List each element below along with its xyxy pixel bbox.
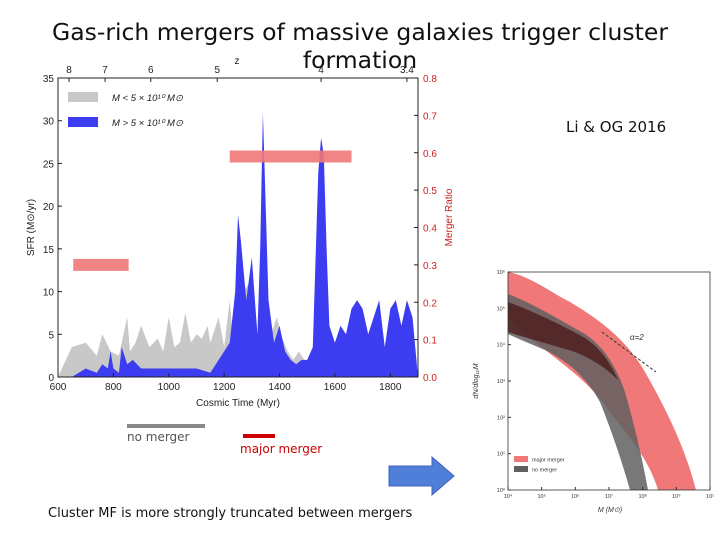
right-arrow-icon xyxy=(388,456,455,496)
cluster-mass-function-chart: α=2 10⁴ 10⁵ 10⁶ 10⁷ 10⁸ 10⁹ 10¹ 10⁰ 10¹ 10² 10³ 10⁴ 1… xyxy=(473,269,714,514)
y2-tick-label: 0.7 xyxy=(423,111,437,122)
inset-y-tick-label: 10³ xyxy=(497,379,505,385)
y2-tick-label: 0.0 xyxy=(423,373,437,384)
inset-x-axis-label: M (M⊙) xyxy=(598,507,622,514)
x-tick-label: 1400 xyxy=(268,382,291,393)
inset-legend-swatch xyxy=(514,466,528,472)
y2-tick-label: 0.1 xyxy=(423,336,437,347)
x-tick-label: 1600 xyxy=(324,382,347,393)
y-tick-label: 5 xyxy=(48,330,54,341)
y-tick-label: 25 xyxy=(43,159,55,170)
inset-y-tick-label: 10¹ xyxy=(497,452,505,458)
top-tick-label: 6 xyxy=(148,65,154,76)
y-axis-label: SFR (M⊙/yr) xyxy=(26,199,37,256)
legend-swatch xyxy=(68,92,98,102)
inset-legend-label: major merger xyxy=(532,458,565,464)
inset-x-tick-label: 10⁸ xyxy=(638,493,646,500)
merger-ratio-bar xyxy=(73,258,129,271)
inset-y-tick-label: 10⁴ xyxy=(497,342,506,349)
x-tick-label: 1000 xyxy=(158,382,181,393)
y-tick-label: 10 xyxy=(43,288,55,299)
merger-ratio-bar xyxy=(229,150,352,163)
y-tick-label: 35 xyxy=(43,74,55,85)
y2-tick-label: 0.3 xyxy=(423,261,437,272)
inset-x-tick-label: 10¹ xyxy=(706,494,714,500)
inset-legend-label: no merger xyxy=(532,468,557,474)
y2-tick-label: 0.4 xyxy=(423,224,437,235)
major-merger-note: major merger xyxy=(240,442,323,456)
legend-label: M > 5 × 10¹⁰ M⊙ xyxy=(112,118,183,129)
inset-y-tick-label: 10⁰ xyxy=(497,487,506,494)
y2-tick-label: 0.8 xyxy=(423,74,437,85)
top-tick-label: 7 xyxy=(102,65,108,76)
slope-reference-line xyxy=(601,331,657,373)
slide-title: Gas-rich mergers of massive galaxies tri… xyxy=(51,18,669,74)
inset-x-tick-label: 10⁴ xyxy=(504,493,513,500)
main-chart-plot: 0 5 10 15 20 25 30 35 600 800 1000 1200 1400 1600 1800… xyxy=(26,56,455,409)
inset-legend-swatch xyxy=(514,456,528,462)
inset-y-tick-label: 10² xyxy=(497,415,505,421)
overlap-band xyxy=(508,302,618,380)
no-merger-swatch xyxy=(127,424,205,428)
series-high-mass-area xyxy=(58,112,418,377)
inset-y-tick-label: 10⁵ xyxy=(497,305,505,312)
top-axis-label: z xyxy=(235,56,240,67)
y-tick-label: 15 xyxy=(43,245,55,256)
y-tick-label: 0 xyxy=(48,373,54,384)
y2-axis-label: Merger Ratio xyxy=(444,188,455,246)
x-tick-label: 1800 xyxy=(379,382,402,393)
sfr-chart: 0 5 10 15 20 25 30 35 600 800 1000 1200 1400 1600 1800… xyxy=(26,56,455,409)
top-tick-label: 5 xyxy=(214,65,220,76)
x-tick-label: 800 xyxy=(105,382,122,393)
no-merger-band xyxy=(508,294,648,490)
x-tick-label: 1200 xyxy=(213,382,236,393)
y2-tick-label: 0.2 xyxy=(423,298,437,309)
inset-x-tick-label: 10⁶ xyxy=(571,493,579,500)
top-tick-label: 4 xyxy=(318,65,324,76)
inset-y-axis-label: dN/dlog₁₀M xyxy=(473,363,480,398)
legend-label: M < 5 × 10¹⁰ M⊙ xyxy=(112,93,183,104)
y2-tick-label: 0.6 xyxy=(423,149,437,160)
top-tick-label: 8 xyxy=(66,65,72,76)
inset-x-tick-label: 10⁹ xyxy=(672,493,680,500)
y2-tick-label: 0.5 xyxy=(423,186,437,197)
x-axis-label: Cosmic Time (Myr) xyxy=(196,398,280,409)
legend-swatch xyxy=(68,117,98,127)
citation-label: Li & OG 2016 xyxy=(566,118,667,136)
slope-annotation: α=2 xyxy=(630,333,644,342)
inset-y-tick-label: 10⁶ xyxy=(497,269,505,276)
inset-x-tick-label: 10⁷ xyxy=(605,493,613,500)
no-merger-note: no merger xyxy=(127,430,190,444)
conclusion-text: Cluster MF is more strongly truncated be… xyxy=(48,506,413,521)
y-tick-label: 30 xyxy=(43,117,55,128)
inset-x-tick-label: 10⁵ xyxy=(537,493,545,500)
major-merger-swatch xyxy=(243,434,275,438)
x-tick-label: 600 xyxy=(50,382,67,393)
y-tick-label: 20 xyxy=(43,202,55,213)
top-tick-label: 3.4 xyxy=(400,65,414,76)
